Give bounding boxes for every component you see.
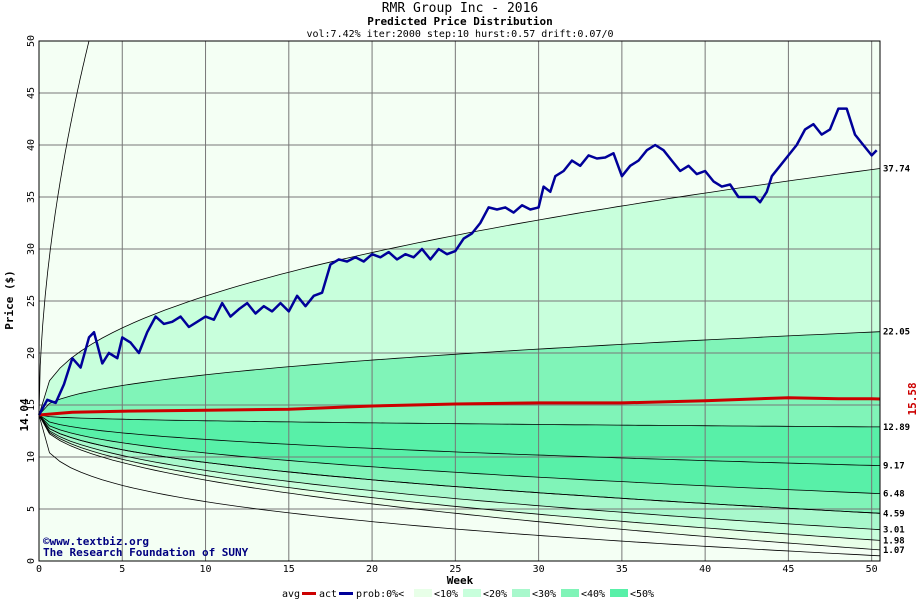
start-value-label: 14.04	[18, 398, 31, 431]
x-tick-10: 10	[200, 564, 212, 575]
y-tick-20: 20	[26, 347, 37, 359]
legend: avg act prob:0%< <10% <20% <30% <40% <50%	[282, 589, 654, 600]
extreme-upper-curve	[38, 40, 90, 416]
x-tick-0: 0	[36, 564, 42, 575]
x-tick-40: 40	[699, 564, 711, 575]
y-tick-10: 10	[26, 451, 37, 463]
legend-act-swatch	[339, 592, 353, 595]
plot-border	[38, 40, 881, 562]
legend-swatch-0	[414, 589, 432, 597]
legend-avg-label: avg	[282, 589, 300, 600]
legend-item-2: <30%	[532, 589, 556, 600]
inner-curve-1	[38, 414, 881, 514]
x-tick-30: 30	[533, 564, 545, 575]
chart-params: vol:7.42% iter:2000 step:10 hurst:0.57 d…	[306, 29, 613, 40]
right-label-1: 22.05	[883, 328, 910, 338]
right-label-3: 9.17	[883, 462, 905, 472]
legend-swatch-2	[512, 589, 530, 597]
y-tick-0: 0	[26, 558, 37, 564]
legend-act-label: act	[319, 589, 337, 600]
x-tick-20: 20	[366, 564, 378, 575]
watermark-url: ©www.textbiz.org	[43, 535, 149, 548]
percentile-curve-2	[38, 414, 881, 541]
legend-prob-label: prob:0%<	[356, 589, 404, 600]
x-tick-5: 5	[119, 564, 125, 575]
legend-avg-swatch	[302, 592, 316, 595]
percentile-curve-3	[38, 331, 881, 416]
legend-swatch-1	[463, 589, 481, 597]
percentile-curve-4	[38, 414, 881, 531]
right-label-6: 3.01	[883, 526, 905, 536]
right-label-2: 12.89	[883, 423, 910, 433]
x-tick-25: 25	[449, 564, 461, 575]
percentile-curve-6	[38, 414, 880, 428]
x-tick-50: 50	[866, 564, 878, 575]
y-tick-50: 50	[26, 35, 37, 47]
right-label-4: 6.48	[883, 490, 905, 500]
right-label-0: 37.74	[883, 165, 911, 175]
inner-curve-0	[38, 414, 881, 466]
percentile-curve-7	[38, 414, 881, 494]
y-tick-5: 5	[26, 506, 37, 512]
x-tick-35: 35	[616, 564, 628, 575]
plot-area: 0 5 10 15 20 25 30 35 40 45 50 0 5 10 15 20 25 30 35 40 45 50…	[18, 35, 919, 575]
percentile-curve-0	[38, 168, 881, 416]
y-axis-label: Price ($)	[3, 270, 16, 330]
chart-title: RMR Group Inc - 2016	[382, 1, 539, 16]
legend-item-1: <20%	[483, 589, 507, 600]
avg-line	[38, 396, 881, 417]
right-label-5: 4.59	[883, 509, 905, 519]
right-label-8: 1.07	[883, 546, 905, 556]
legend-item-4: <50%	[630, 589, 654, 600]
percentile-curve-1	[38, 414, 881, 551]
right-label-7: 1.98	[883, 536, 905, 546]
legend-swatch-4	[610, 589, 628, 597]
x-tick-45: 45	[782, 564, 794, 575]
y-tick-35: 35	[26, 191, 37, 203]
extreme-lower-curve	[38, 414, 881, 557]
legend-item-3: <40%	[581, 589, 605, 600]
y-tick-30: 30	[26, 243, 37, 255]
chart-subtitle: Predicted Price Distribution	[367, 15, 552, 28]
y-tick-15: 15	[26, 399, 37, 411]
x-tick-15: 15	[283, 564, 295, 575]
band-4	[39, 415, 880, 494]
x-axis-label: Week	[447, 574, 474, 587]
y-tick-25: 25	[26, 295, 37, 307]
legend-item-0: <10%	[434, 589, 458, 600]
y-tick-45: 45	[26, 87, 37, 99]
current-value-label: 15.58	[906, 382, 919, 415]
watermark-org: The Research Foundation of SUNY	[43, 546, 249, 559]
actual-price-line	[37, 107, 878, 416]
legend-swatch-3	[561, 589, 579, 597]
y-tick-40: 40	[26, 139, 37, 151]
